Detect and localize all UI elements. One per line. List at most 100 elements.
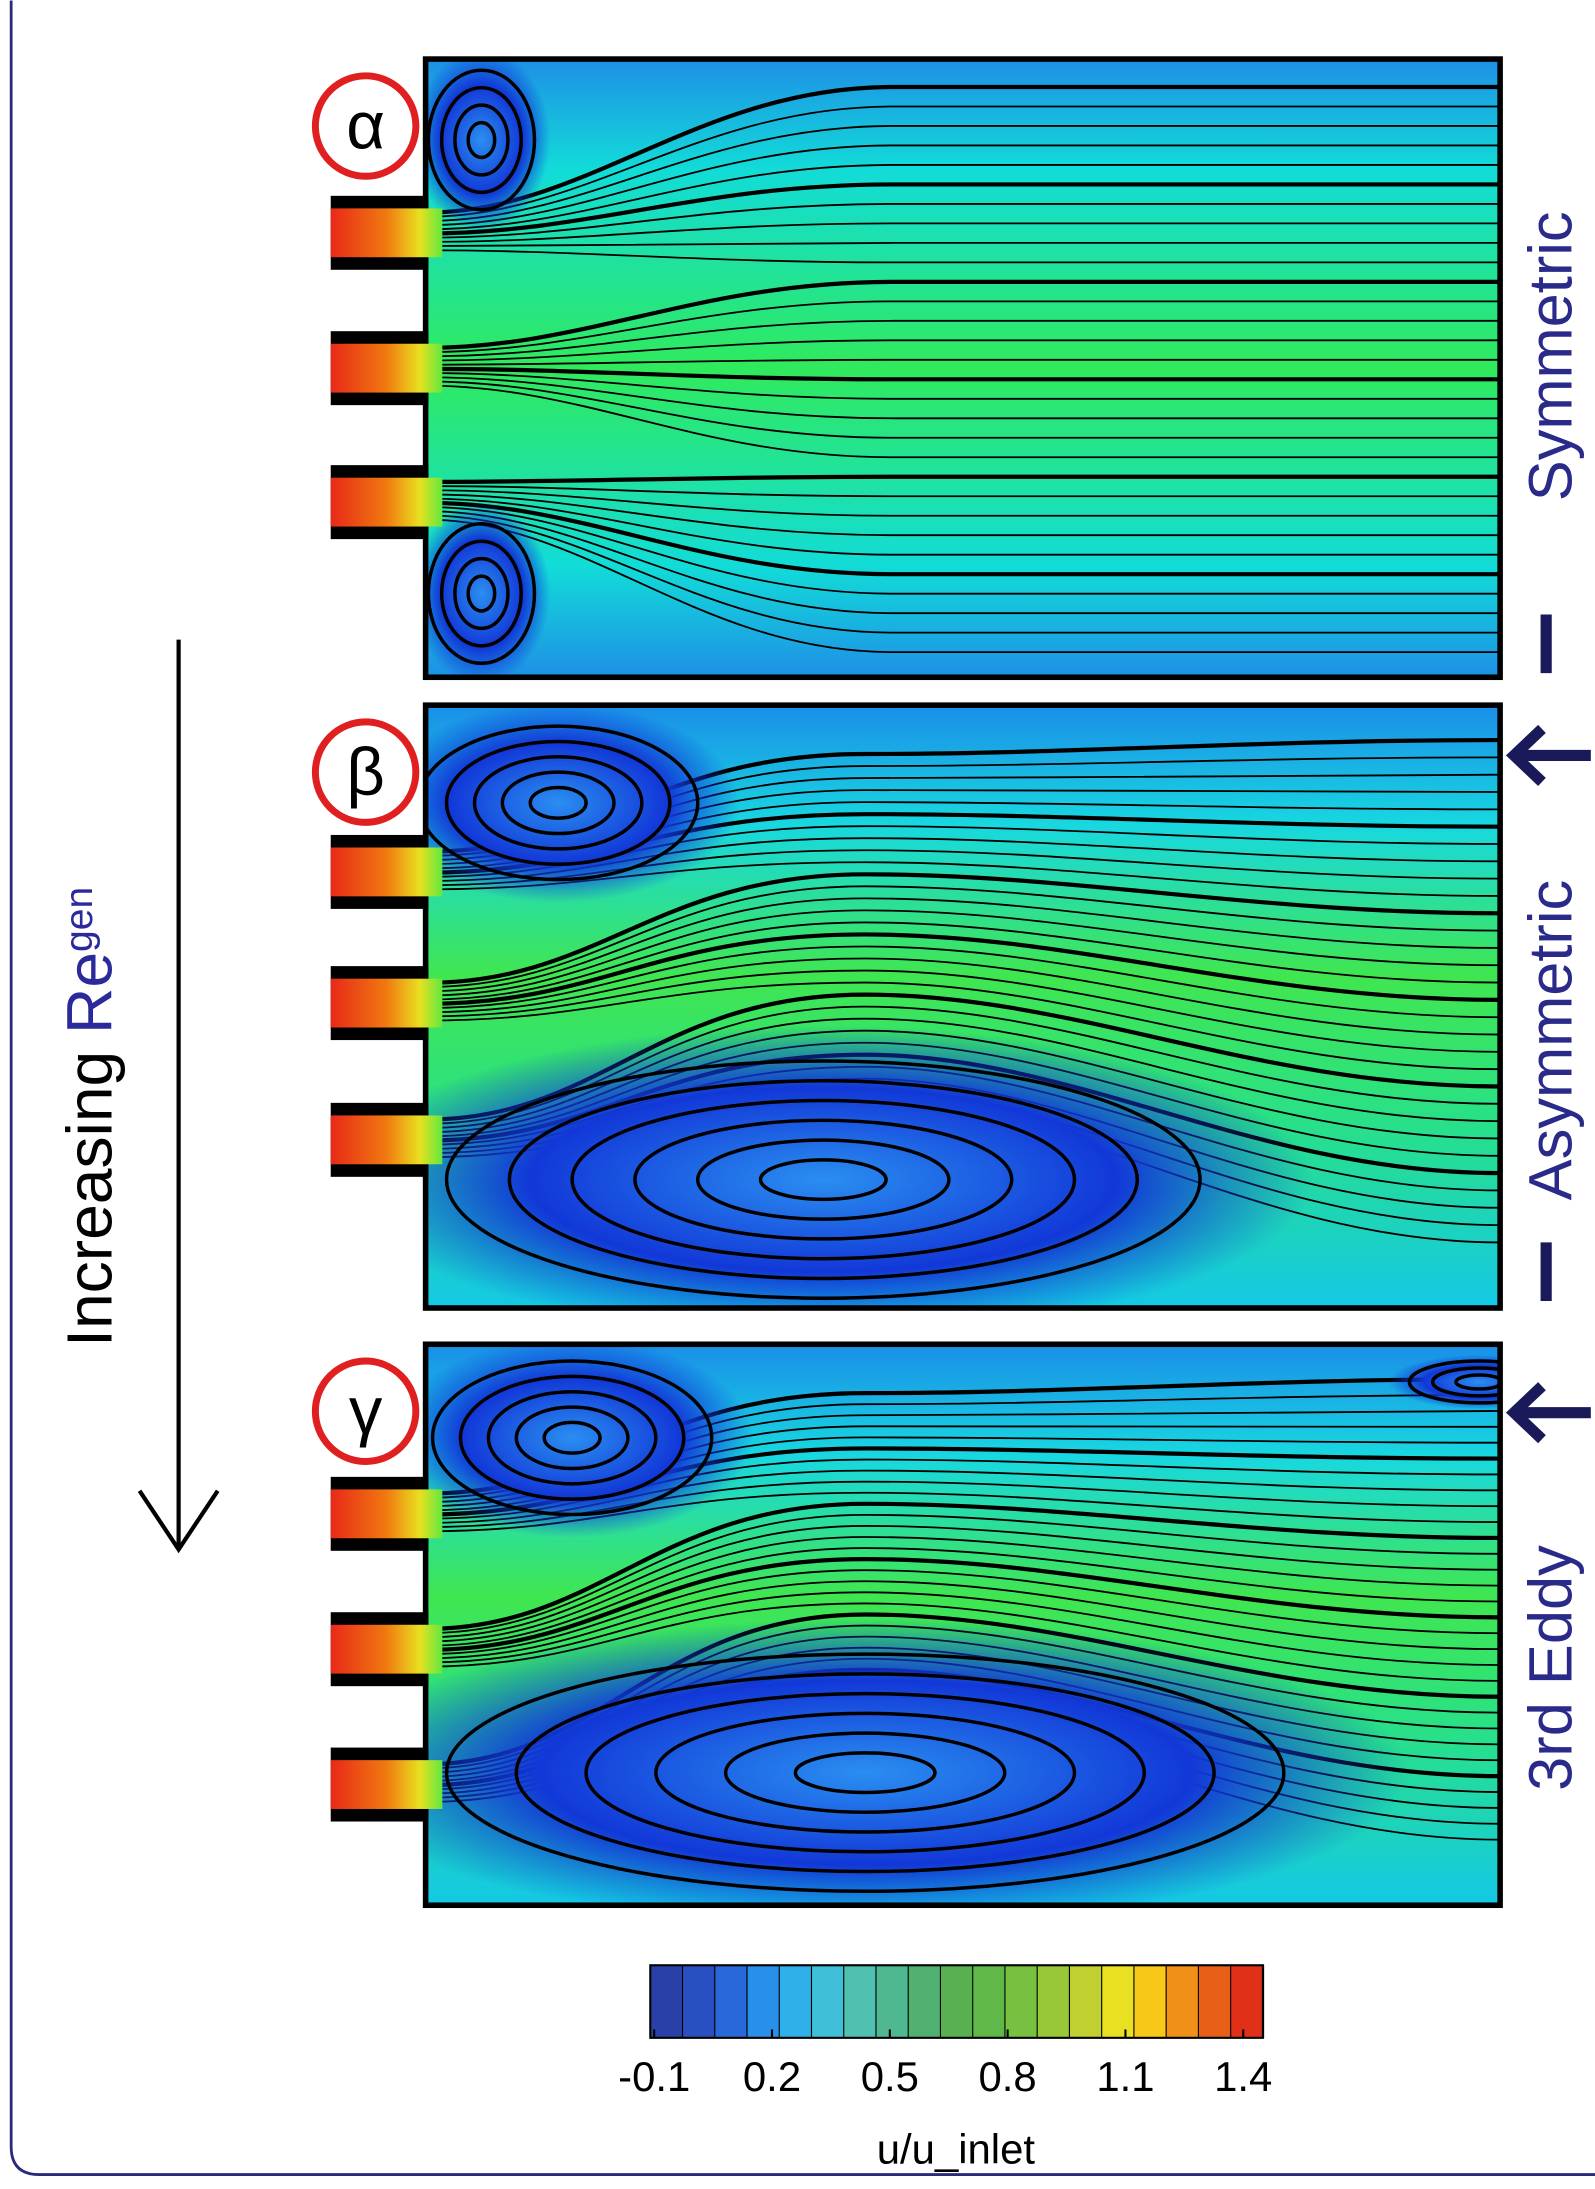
colorbar-swatch	[1036, 1964, 1071, 2039]
streamline	[425, 241, 1501, 247]
streamline	[425, 300, 1501, 354]
flow-panel: β Asymmetric	[311, 702, 1585, 1311]
eddy-streamline	[453, 556, 510, 631]
side-label-text: Increasing	[54, 1051, 126, 1347]
streamline	[425, 932, 1501, 1006]
eddy-streamline	[439, 539, 523, 648]
colorbar-swatch	[1165, 1964, 1200, 2039]
flow-background	[425, 59, 1501, 678]
colorbar-swatch	[1101, 1964, 1136, 2039]
eddy-streamline	[633, 1118, 1014, 1241]
eddy-streamline	[466, 574, 497, 613]
eddy-streamline	[458, 1374, 686, 1501]
inlet-flow	[330, 477, 443, 527]
streamline	[425, 1536, 1501, 1643]
eddy-streamline	[486, 1389, 658, 1486]
streamline	[425, 969, 1501, 1053]
streamline	[425, 945, 1501, 1019]
eddy-streamline	[584, 1691, 1147, 1854]
eddy-streamline	[439, 85, 523, 195]
streamline	[425, 981, 1501, 1071]
streamline	[425, 366, 1501, 382]
colorbar-tick-label: 0.5	[861, 2053, 919, 2100]
inlet-flow	[330, 1760, 443, 1809]
eddy-streamline	[514, 1672, 1216, 1874]
streamline	[425, 897, 1501, 993]
streamline	[425, 203, 1501, 239]
colorbar-tick-label: 1.4	[1214, 2053, 1272, 2100]
streamline	[425, 372, 1501, 400]
eddy-streamline	[723, 1731, 1007, 1814]
regime-label: 3rd Eddy	[1516, 1545, 1585, 1791]
flow-panel: α Symmetric	[311, 56, 1585, 681]
panel-badge	[311, 1357, 420, 1465]
side-label-subscript: gen	[58, 887, 101, 952]
regime-label: Symmetric	[1516, 211, 1585, 501]
streamline	[425, 489, 1501, 517]
colorbar-swatch	[843, 1964, 878, 2039]
colorbar-swatch	[1230, 1964, 1265, 2039]
eddy-streamline	[793, 1751, 937, 1795]
colorbar-tick-label: 0.8	[979, 2053, 1037, 2100]
colorbar-swatch	[1197, 1964, 1232, 2039]
streamline	[425, 497, 1501, 556]
streamline	[425, 1580, 1501, 1660]
eddy-streamline	[444, 1652, 1286, 1894]
eddy	[1388, 1354, 1501, 1410]
eddy-streamline	[514, 1405, 630, 1471]
colorbar-frame	[649, 1964, 1264, 2039]
streamline	[425, 921, 1501, 1001]
eddy-streamline	[695, 1138, 951, 1221]
streamline	[425, 384, 1501, 459]
inlet-flow	[330, 847, 443, 897]
eddy-streamline	[570, 1098, 1077, 1261]
eddy-streamline	[1430, 1366, 1501, 1398]
panel-label: α	[346, 88, 385, 163]
inlet-flow	[330, 1115, 443, 1165]
eddy	[425, 59, 551, 231]
colorbar-swatch	[778, 1964, 813, 2039]
colorbar-tick-label: 0.2	[743, 2053, 801, 2100]
eddy	[425, 1344, 754, 1538]
colorbar-swatch	[810, 1964, 845, 2039]
eddy-streamline	[528, 785, 588, 820]
streamline	[425, 957, 1501, 1036]
panel-label: β	[346, 734, 385, 809]
streamline	[425, 872, 1501, 985]
streamline	[425, 279, 1501, 351]
streamline	[425, 493, 1501, 537]
eddy-streamline	[500, 770, 616, 836]
arrow-head	[137, 1489, 220, 1554]
colorbar-swatch	[939, 1964, 974, 2039]
regime-label: Asymmetric	[1516, 880, 1585, 1201]
streamline	[425, 376, 1501, 420]
streamline	[425, 1569, 1501, 1655]
eddy-streamline	[758, 1158, 888, 1202]
panel-badge	[311, 718, 420, 826]
eddy	[425, 1025, 1313, 1309]
eddy-streamline	[1454, 1373, 1501, 1391]
streamline	[425, 1501, 1501, 1632]
inlet-flow	[330, 978, 443, 1028]
inlet-flow	[330, 208, 443, 258]
eddy-streamline	[444, 1059, 1202, 1300]
streamline	[425, 182, 1501, 236]
streamline	[425, 380, 1501, 439]
streamline	[425, 1557, 1501, 1652]
eddy-streamline	[430, 1359, 714, 1517]
colorbar-swatch	[746, 1964, 781, 2039]
flow-field	[425, 1344, 1501, 1906]
eddy-streamline	[507, 1079, 1140, 1281]
flow-field	[425, 705, 1501, 1309]
colorbar-swatch	[714, 1964, 749, 2039]
eddy-streamline	[472, 755, 644, 851]
eddy-streamline	[453, 103, 510, 177]
streamline	[425, 1547, 1501, 1647]
side-label-variable: Re	[54, 952, 126, 1034]
inlet-flow	[330, 343, 443, 393]
streamline	[425, 339, 1501, 362]
eddy-streamline	[542, 1420, 602, 1455]
streamline	[425, 1525, 1501, 1639]
colorbar-swatch	[875, 1964, 910, 2039]
eddy-streamline	[654, 1711, 1077, 1834]
